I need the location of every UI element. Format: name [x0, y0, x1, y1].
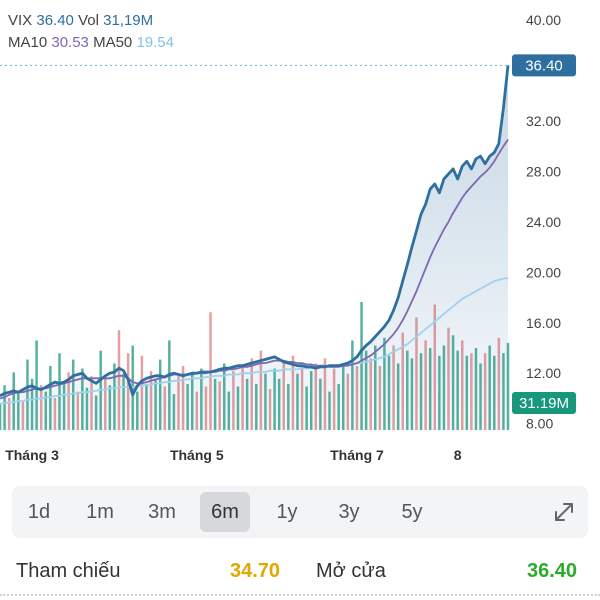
- range-3y-button[interactable]: 3y: [338, 500, 360, 523]
- expand-icon[interactable]: [550, 498, 578, 526]
- price-tags: 36.40 31.19M: [512, 54, 576, 414]
- open-price-label: Mở cửa: [316, 560, 386, 582]
- range-1m-button[interactable]: 1m: [86, 500, 114, 523]
- y-tick-label: 12.00: [526, 365, 561, 381]
- legend-ma50-value: 19.54: [136, 34, 174, 51]
- y-tick-label: 40.00: [526, 12, 561, 28]
- moving-averages: [0, 138, 509, 405]
- range-6m-button[interactable]: 6m: [200, 492, 250, 532]
- price-tag-box: [512, 54, 576, 77]
- ma10-line: [0, 138, 509, 400]
- reference-price-label: Tham chiếu: [16, 560, 121, 582]
- x-tick-label: Tháng 3: [5, 447, 59, 463]
- ma50-line: [0, 277, 509, 405]
- legend-ma10-value: 30.53: [51, 34, 89, 51]
- price-area: [0, 65, 508, 431]
- price-stats: Tham chiếu 34.70 Mở cửa 36.40: [0, 560, 600, 590]
- open-price-value: 36.40: [527, 560, 578, 582]
- axes: 40.00 32.00 28.00 24.00 20.00 16.00 12.00 8.00 T…: [0, 12, 561, 463]
- range-5y-button[interactable]: 5y: [401, 500, 423, 523]
- legend-vol-label: Vol: [78, 12, 99, 29]
- y-tick-label: 28.00: [526, 163, 561, 179]
- time-range-selector: 1d 1m 3m 6m 1y 3y 5y: [12, 486, 588, 538]
- range-3m-button[interactable]: 3m: [148, 500, 176, 523]
- price-line: [0, 65, 510, 398]
- legend-ma10-label: MA10: [8, 34, 48, 51]
- legend-price: VIX 36.40 Vol 31,19M: [8, 12, 153, 29]
- y-tick-label: 8.00: [526, 416, 553, 432]
- volume-tag-box: [512, 392, 576, 414]
- price-area-fill: [0, 65, 508, 431]
- x-tick-label: 8: [454, 447, 462, 463]
- legend-vol-value: 31,19M: [103, 12, 154, 29]
- legend-ma: MA10 30.53 MA50 19.54: [8, 34, 174, 51]
- price-chart[interactable]: 40.00 32.00 28.00 24.00 20.00 16.00 12.00 8.00 T…: [0, 0, 600, 470]
- x-tick-label: Tháng 5: [170, 447, 224, 463]
- range-1y-button[interactable]: 1y: [276, 500, 298, 523]
- x-tick-label: Tháng 7: [330, 447, 384, 463]
- legend-ma50-label: MA50: [93, 34, 133, 51]
- volume-bar: [35, 340, 38, 430]
- range-1d-button[interactable]: 1d: [27, 500, 51, 523]
- divider: [0, 594, 600, 598]
- price-tag-text: 36.40: [525, 57, 563, 74]
- volume-tag-text: 31.19M: [519, 395, 569, 412]
- reference-price-value: 34.70: [230, 560, 281, 582]
- price-line-layer: [0, 65, 510, 398]
- legend-symbol: VIX: [8, 12, 33, 29]
- y-tick-label: 24.00: [526, 214, 561, 230]
- y-tick-label: 32.00: [526, 113, 561, 129]
- y-tick-label: 20.00: [526, 264, 561, 280]
- y-tick-label: 16.00: [526, 315, 561, 331]
- legend-price-value: 36.40: [36, 12, 74, 29]
